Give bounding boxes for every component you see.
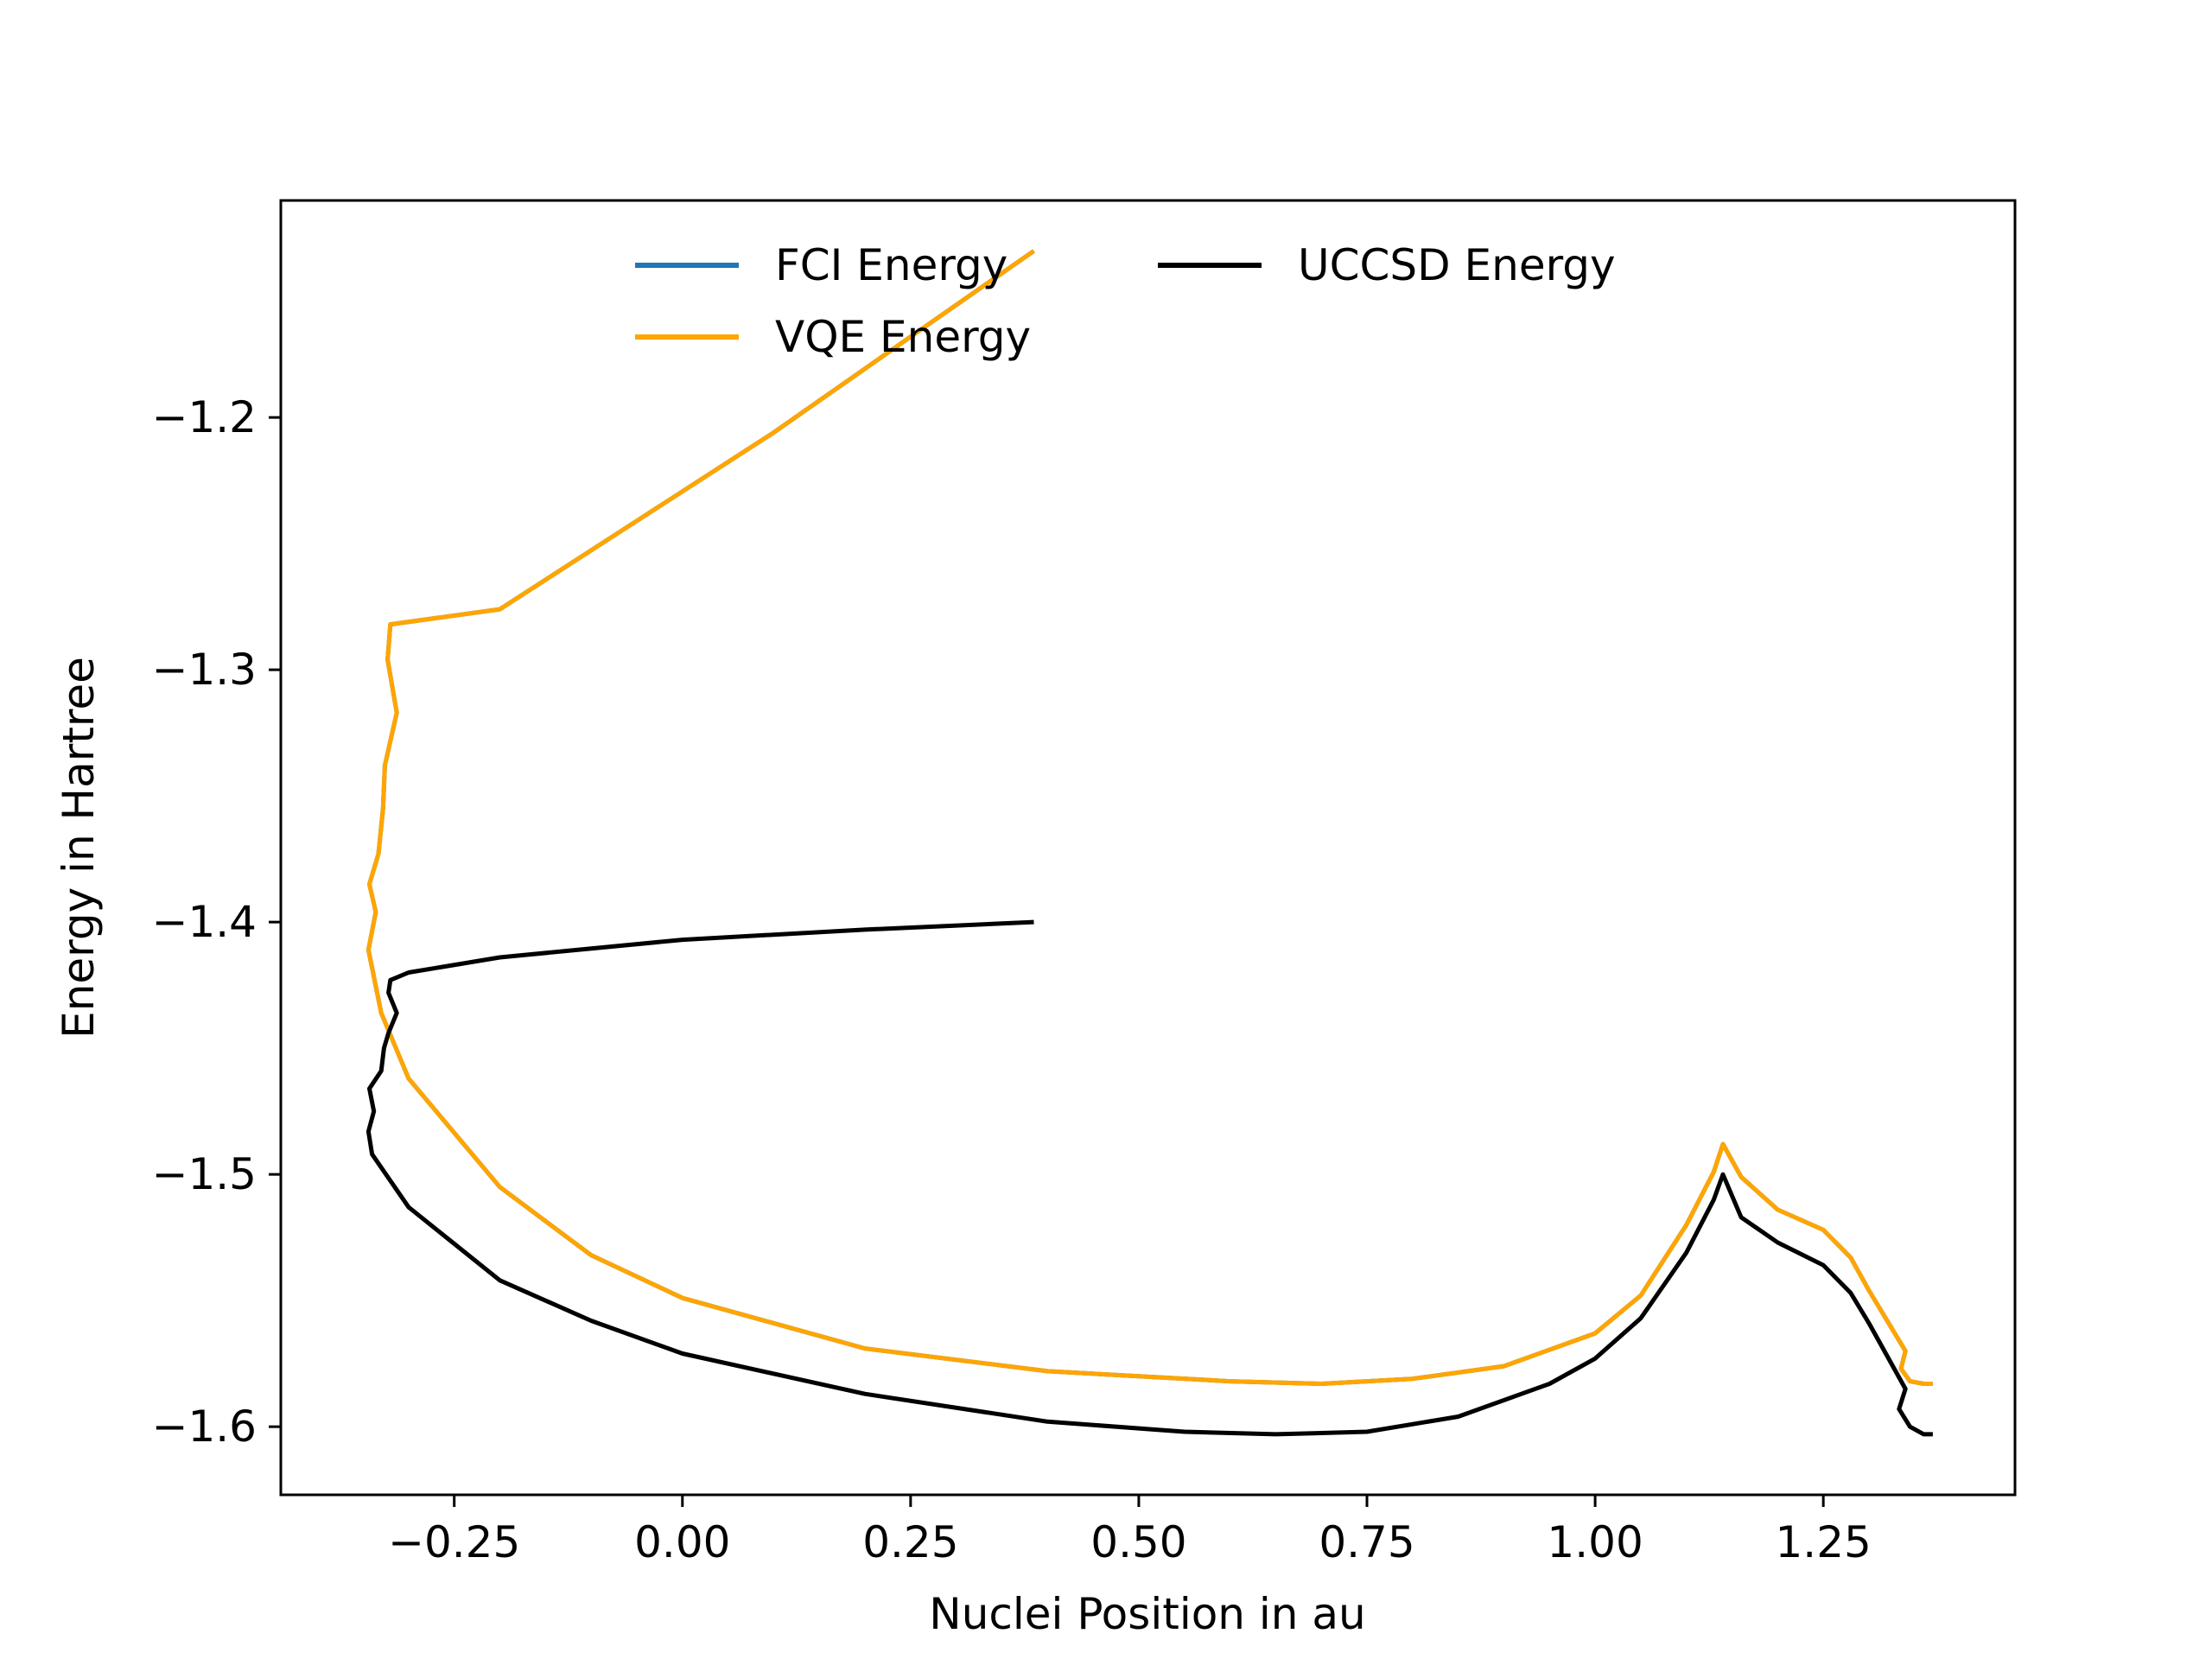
- x-axis-label: Nuclei Position in au: [929, 1589, 1365, 1639]
- y-tick-label: −1.2: [152, 392, 257, 442]
- x-tick-label: 0.75: [1319, 1517, 1414, 1567]
- series-layer: [365, 249, 1933, 1437]
- y-axis-label: Energy in Hartree: [54, 657, 104, 1039]
- y-tick-label: −1.3: [152, 645, 257, 695]
- x-tick-label: 0.50: [1090, 1517, 1186, 1567]
- legend: FCI Energy VQE Energy UCCSD Energy: [635, 240, 1616, 362]
- x-axis: −0.25 0.00 0.25 0.50 0.75 1.00 1.25: [388, 1495, 1872, 1567]
- x-tick-label: 1.00: [1547, 1517, 1643, 1567]
- x-tick-label: 0.25: [862, 1517, 958, 1567]
- x-tick-label: −0.25: [388, 1517, 520, 1567]
- y-tick-label: −1.6: [152, 1402, 257, 1452]
- x-tick-label: 0.00: [634, 1517, 730, 1567]
- series-line-vqe-energy: [365, 249, 1933, 1386]
- y-tick-label: −1.5: [152, 1149, 257, 1199]
- y-axis: −1.2 −1.3 −1.4 −1.5 −1.6: [152, 392, 281, 1452]
- legend-label: VQE Energy: [775, 312, 1031, 362]
- legend-label: UCCSD Energy: [1298, 240, 1616, 290]
- legend-label: FCI Energy: [775, 240, 1007, 290]
- plot-frame: [279, 199, 2017, 1497]
- x-tick-label: 1.25: [1776, 1517, 1872, 1567]
- series-line-uccsd-energy: [365, 919, 1933, 1437]
- y-tick-label: −1.4: [152, 897, 257, 947]
